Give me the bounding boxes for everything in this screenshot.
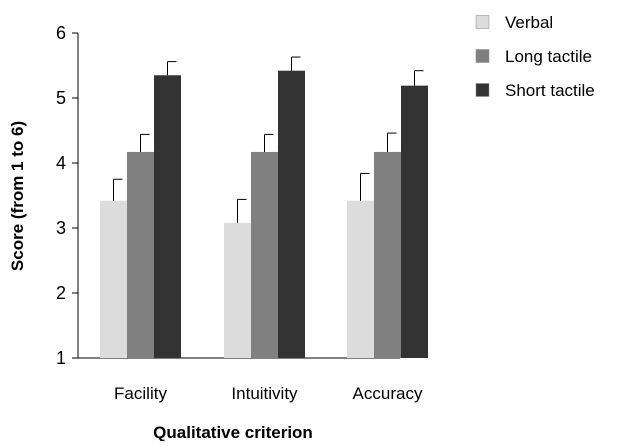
labels: Qualitative criterion Score (from 1 to 6…: [8, 121, 423, 442]
legend: Verbal Long tactile Short tactile: [475, 13, 595, 100]
x-axis-title: Qualitative criterion: [153, 423, 313, 441]
y-tick-label: 2: [56, 283, 66, 303]
y-tick-label: 5: [56, 88, 66, 108]
bar-verbal-accuracy: [347, 200, 374, 358]
x-tick-label: Intuitivity: [231, 384, 298, 403]
y-tick-label: 4: [56, 153, 66, 173]
bar-long-tactile-intuitivity: [251, 151, 278, 358]
x-tick-label: Accuracy: [353, 384, 423, 403]
y-axis-title: Score (from 1 to 6): [8, 121, 27, 271]
bar-long-tactile-accuracy: [374, 151, 401, 358]
legend-swatch: [475, 49, 490, 63]
legend-label: Verbal: [505, 13, 553, 32]
bar-long-tactile-facility: [127, 151, 154, 358]
bar-short-tactile-accuracy: [401, 85, 428, 359]
bar-short-tactile-facility: [154, 75, 181, 358]
bar-verbal-intuitivity: [224, 222, 251, 358]
legend-swatch: [475, 83, 490, 97]
bars: [100, 56, 428, 359]
y-tick-label: 3: [56, 218, 66, 238]
bar-verbal-facility: [100, 200, 127, 358]
y-tick-label: 6: [56, 23, 66, 43]
legend-label: Short tactile: [505, 81, 595, 100]
legend-swatch: [475, 15, 490, 29]
y-tick-label: 1: [56, 348, 66, 368]
x-tick-label: Facility: [114, 384, 167, 403]
legend-label: Long tactile: [505, 47, 592, 66]
bar-short-tactile-intuitivity: [278, 70, 305, 358]
